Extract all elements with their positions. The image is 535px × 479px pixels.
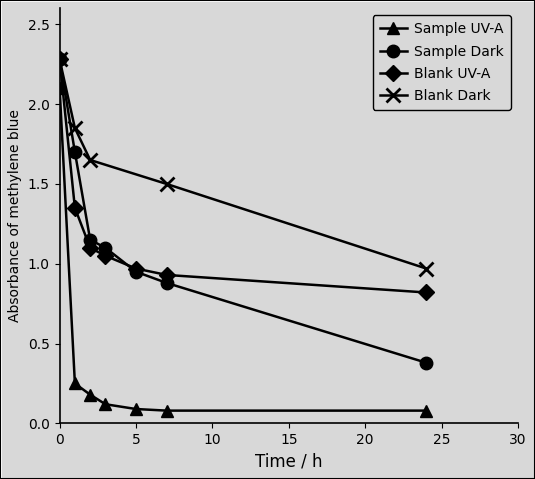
Blank Dark (87, 157, 94, 163)
Sample Dark (56, 57, 63, 62)
Line: Sample UV-A: Sample UV-A (54, 82, 432, 417)
Legend: Sample UV-A, Sample Dark, Blank UV-A, Blank Dark: Sample UV-A, Sample Dark, Blank UV-A, Bl… (372, 15, 511, 110)
Line: Sample Dark: Sample Dark (54, 53, 432, 369)
Sample UV-A (72, 381, 78, 387)
Line: Blank Dark: Blank Dark (52, 53, 433, 275)
Sample Dark (163, 280, 170, 286)
Blank Dark (72, 125, 78, 131)
Blank UV-A (423, 290, 430, 296)
Blank Dark (163, 181, 170, 187)
Sample UV-A (423, 408, 430, 413)
Sample Dark (87, 237, 94, 243)
Blank UV-A (87, 245, 94, 251)
Sample Dark (72, 149, 78, 155)
X-axis label: Time / h: Time / h (255, 453, 323, 471)
Blank UV-A (133, 266, 139, 272)
Sample UV-A (163, 408, 170, 413)
Sample UV-A (102, 401, 109, 407)
Y-axis label: Absorbance of methylene blue: Absorbance of methylene blue (9, 109, 22, 322)
Sample UV-A (56, 85, 63, 91)
Sample UV-A (133, 406, 139, 412)
Sample UV-A (87, 392, 94, 398)
Sample Dark (133, 269, 139, 274)
Blank UV-A (102, 253, 109, 259)
Sample Dark (423, 360, 430, 365)
Blank UV-A (56, 57, 63, 62)
Blank UV-A (72, 205, 78, 211)
Blank Dark (423, 266, 430, 272)
Line: Blank UV-A: Blank UV-A (54, 54, 432, 298)
Blank Dark (56, 57, 63, 62)
Blank UV-A (163, 272, 170, 278)
Sample Dark (102, 245, 109, 251)
